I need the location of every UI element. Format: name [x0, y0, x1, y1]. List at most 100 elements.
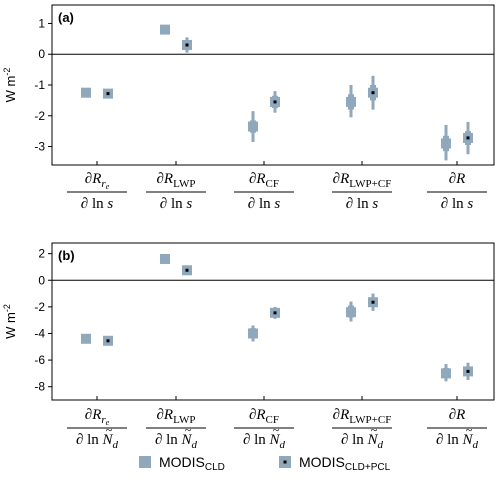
plot-frame — [51, 4, 495, 166]
panel-b: 20-2-4-6-8W m-2(b)∂Rre∂ ln Nd~∂RLWP∂ ln … — [2, 242, 495, 451]
category-numerator: ∂RCF — [249, 171, 279, 190]
category-numerator: ∂RLWP+CF — [333, 407, 392, 426]
y-axis-label-text: W m — [3, 312, 18, 339]
numerator-symbol: ∂R — [85, 407, 102, 423]
y-tick-label: -8 — [34, 380, 45, 394]
tilde-accent: ~ — [106, 423, 113, 437]
marker-center-dot — [273, 311, 277, 315]
marker-modis-cld — [248, 121, 258, 132]
marker-modis-cld — [248, 328, 258, 339]
denominator-variable: s — [186, 196, 192, 212]
denominator-variable: N — [462, 432, 474, 448]
panel-a: 10-1-2-3W m-2(a)∂Rre∂ ln s∂RLWP∂ ln s∂RC… — [2, 4, 495, 212]
category-numerator: ∂RLWP+CF — [333, 171, 392, 190]
category-label: ∂R ∂ ln s — [427, 171, 487, 212]
category-label: ∂RLWP+CF ∂ ln Nd~ — [332, 407, 392, 451]
y-tick-label: -2 — [34, 300, 45, 314]
denominator-variable: N — [367, 432, 379, 448]
denominator-variable: s — [467, 196, 473, 212]
numerator-symbol: ∂R — [449, 407, 466, 423]
marker-modis-cld — [346, 307, 356, 318]
category-label: ∂RCF ∂ ln s — [234, 171, 294, 212]
category-numerator: ∂RCF — [249, 407, 279, 426]
marker-center-dot — [371, 300, 375, 304]
denominator-variable: N — [181, 432, 193, 448]
numerator-symbol: ∂R — [333, 407, 350, 423]
numerator-subscript: CF — [266, 414, 279, 426]
category-label: ∂R ∂ ln Nd~ — [427, 407, 487, 451]
numerator-subscript: r — [101, 178, 106, 190]
legend-marker-dot — [283, 460, 287, 464]
y-tick-label: -1 — [34, 78, 45, 92]
y-tick-label: 2 — [38, 247, 45, 261]
denominator-prefix: ∂ ln — [155, 432, 182, 448]
y-tick-label: 0 — [38, 273, 45, 287]
y-tick-label: 0 — [38, 47, 45, 61]
category-label: ∂RCF ∂ ln Nd~ — [234, 407, 294, 451]
legend-label: MODISCLD — [159, 454, 225, 473]
panel-label: (a) — [58, 10, 74, 25]
numerator-symbol: ∂R — [157, 407, 174, 423]
category-label: ∂RLWP ∂ ln s — [146, 171, 206, 212]
numerator-subscript: LWP+CF — [349, 414, 391, 426]
y-axis-label: W m-2 — [2, 304, 18, 339]
tilde-accent: ~ — [185, 423, 192, 437]
category-numerator: ∂Rre — [85, 407, 110, 427]
marker-modis-cld — [160, 24, 170, 35]
marker-modis-cld — [441, 368, 451, 379]
legend-label-name: MODIS — [159, 454, 205, 470]
y-tick-label: -4 — [34, 326, 45, 340]
numerator-subscript-2: e — [106, 182, 110, 191]
panel-label: (b) — [58, 248, 75, 263]
numerator-subscript: LWP — [173, 178, 195, 190]
numerator-symbol: ∂R — [449, 171, 466, 187]
denominator-subscript: d — [113, 439, 119, 451]
denominator-variable: N — [269, 432, 281, 448]
denominator-prefix: ∂ ln — [81, 196, 108, 212]
y-axis-label: W m-2 — [2, 68, 18, 103]
category-numerator: ∂R — [449, 407, 466, 423]
category-label: ∂Rre ∂ ln Nd~ — [67, 407, 127, 451]
marker-center-dot — [106, 92, 110, 96]
category-numerator: ∂R — [449, 171, 466, 187]
marker-center-dot — [371, 91, 375, 95]
legend-marker-square — [139, 456, 151, 468]
y-axis-label-sup: -2 — [2, 304, 12, 312]
legend-label-sub: CLD — [205, 462, 225, 473]
category-numerator: ∂RLWP — [157, 407, 196, 426]
plot-frame — [51, 242, 495, 401]
category-denominator: ∂ ln s — [248, 196, 281, 212]
category-numerator: ∂RLWP — [157, 171, 196, 190]
category-label: ∂Rre ∂ ln s — [67, 171, 127, 212]
legend-label-sub: CLD+PCL — [345, 462, 391, 473]
denominator-subscript: d — [473, 439, 479, 451]
marker-modis-cld — [346, 96, 356, 107]
denominator-prefix: ∂ ln — [76, 432, 103, 448]
legend-label-name: MODIS — [299, 454, 345, 470]
marker-center-dot — [185, 268, 189, 272]
category-denominator: ∂ ln s — [441, 196, 474, 212]
denominator-prefix: ∂ ln — [436, 432, 463, 448]
denominator-subscript: d — [192, 439, 198, 451]
numerator-subscript: CF — [266, 178, 279, 190]
denominator-prefix: ∂ ln — [160, 196, 187, 212]
marker-modis-cld — [160, 253, 170, 264]
y-axis-label-text: W m — [3, 76, 18, 103]
denominator-prefix: ∂ ln — [341, 432, 368, 448]
numerator-symbol: ∂R — [249, 171, 266, 187]
marker-center-dot — [466, 369, 470, 373]
numerator-symbol: ∂R — [249, 407, 266, 423]
numerator-subscript: r — [101, 414, 106, 426]
category-label: ∂RLWP ∂ ln Nd~ — [146, 407, 206, 451]
denominator-variable: N — [102, 432, 114, 448]
category-denominator: ∂ ln Nd — [243, 432, 286, 451]
denominator-prefix: ∂ ln — [248, 196, 275, 212]
marker-center-dot — [106, 339, 110, 343]
category-denominator: ∂ ln s — [346, 196, 379, 212]
category-label: ∂RLWP+CF ∂ ln s — [332, 171, 392, 212]
denominator-variable: s — [274, 196, 280, 212]
marker-center-dot — [466, 136, 470, 140]
tilde-accent: ~ — [273, 423, 280, 437]
numerator-symbol: ∂R — [85, 171, 102, 187]
